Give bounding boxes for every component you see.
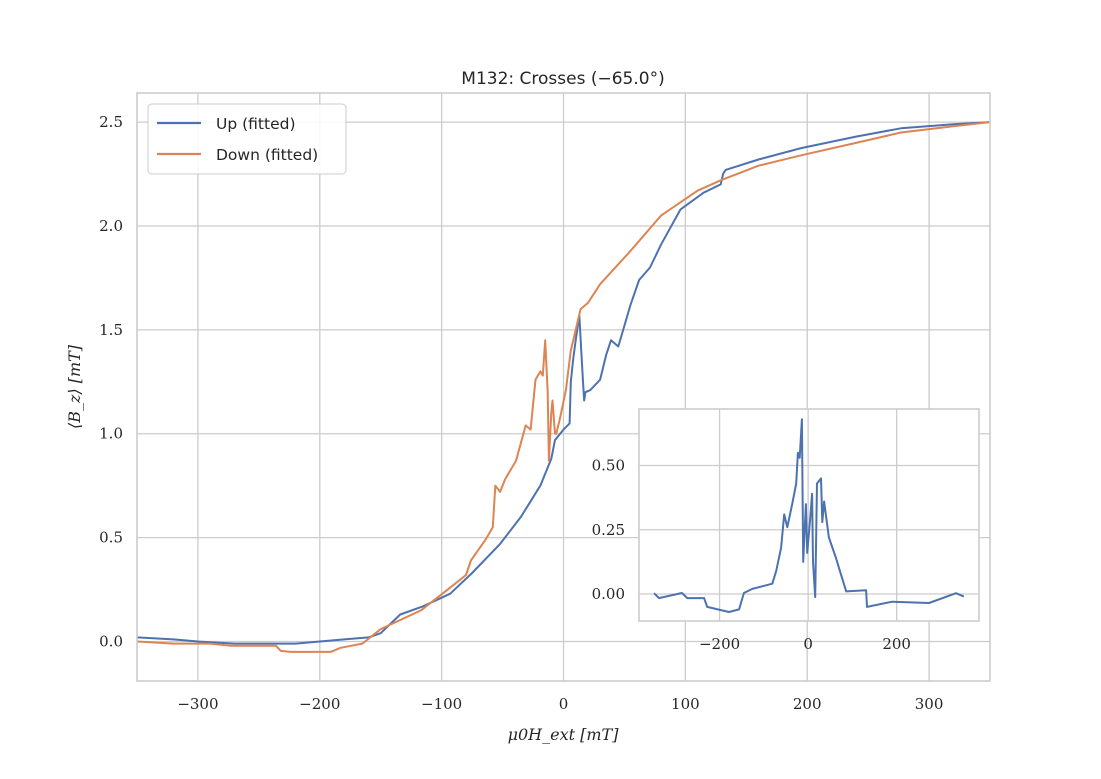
main-x-tick-label: 0 [559, 695, 569, 713]
inset-y-tick-label: 0.00 [592, 585, 625, 603]
y-axis-label: ⟨B_z⟩ [mT] [65, 344, 84, 429]
main-x-tick-label: 300 [915, 695, 944, 713]
main-series-line-up [136, 121, 991, 645]
main-series-line-down [136, 121, 991, 653]
main-y-tick-label: 2.0 [99, 217, 123, 235]
main-y-tick-label: 1.5 [99, 321, 123, 339]
main-axes-frame [136, 92, 991, 682]
main-y-tick-label: 0.0 [99, 633, 123, 651]
inset-x-tick-label: 0 [803, 635, 813, 653]
main-y-tick-label: 1.0 [99, 425, 123, 443]
inset-y-tick-label: 0.25 [592, 521, 625, 539]
inset-x-tick-label: −200 [699, 635, 740, 653]
legend: Up (fitted) Down (fitted) [147, 103, 347, 175]
chart-title: M132: Crosses (−65.0°) [461, 69, 664, 89]
inset-plot-area [639, 409, 979, 621]
main-x-tick-label: −300 [177, 695, 218, 713]
legend-label-up: Up (fitted) [216, 115, 296, 133]
legend-box [147, 103, 347, 175]
main-x-tick-label: 100 [671, 695, 700, 713]
x-axis-label: μ0H_ext [mT] [508, 725, 620, 744]
main-axes: −300 −200 −100 0 100 200 300 0.0 0.5 1.0 1.5 2.0 2.5 [99, 92, 991, 713]
inset-y-tick-label: 0.50 [592, 457, 625, 475]
inset-axes: −200 0 200 0.00 0.25 0.50 [592, 408, 980, 653]
main-x-tick-label: −100 [421, 695, 462, 713]
main-x-tick-label: 200 [793, 695, 822, 713]
legend-label-down: Down (fitted) [216, 146, 318, 164]
inset-x-tick-label: 200 [882, 635, 911, 653]
main-x-tick-label: −200 [299, 695, 340, 713]
main-y-tick-label: 2.5 [99, 113, 123, 131]
inset-axes-frame [638, 408, 980, 622]
inset-series-line-0 [653, 418, 965, 613]
main-y-tick-label: 0.5 [99, 529, 123, 547]
